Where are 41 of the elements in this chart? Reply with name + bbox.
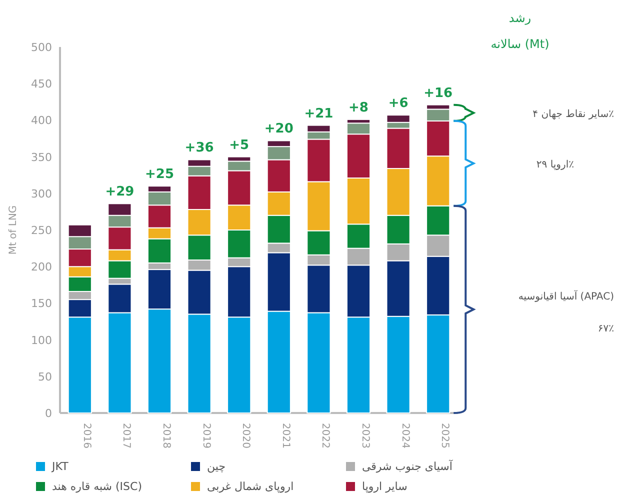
- legend-label: JKT: [51, 460, 69, 473]
- annotation: +8: [348, 100, 368, 116]
- y-tick-label: 400: [31, 114, 52, 128]
- annotation: +16: [424, 86, 453, 101]
- y-tick-label: 50: [38, 370, 52, 384]
- y-tick-label: 450: [31, 78, 52, 91]
- annotation: +5: [229, 138, 250, 153]
- x-tick-label: 2021: [280, 423, 291, 448]
- y-tick-label: 100: [31, 334, 52, 347]
- legend-label: سایر اروپا: [362, 480, 408, 493]
- text: آسیا اقیانوسیه (APAC) ۶۷٪: [518, 291, 614, 334]
- y-tick-label: 300: [31, 187, 52, 200]
- x-tick-label: 2018: [160, 423, 172, 448]
- x-tick-label: 2020: [240, 423, 252, 448]
- annotation: +20: [264, 122, 294, 137]
- legend-label: شبه قاره هند (ISC): [52, 480, 142, 493]
- legend-label: اروپای شمال غربی: [207, 480, 294, 493]
- text: سایر نقاط جهان ۴٪: [532, 108, 614, 120]
- annotation: +36: [184, 140, 214, 156]
- text: اروپا ۲۹٪: [536, 159, 574, 170]
- y-axis-title: Mt of LNG: [8, 205, 19, 255]
- y-tick-label: 200: [31, 260, 52, 274]
- y-tick-label: 150: [31, 297, 52, 310]
- y-tick-label: 350: [31, 150, 52, 164]
- x-tick-label: 2019: [200, 423, 212, 448]
- legend-label: چین: [207, 460, 226, 473]
- text: رشد سالانه (Mt): [490, 11, 550, 51]
- x-tick-label: 2017: [120, 423, 132, 448]
- x-tick-label: 2023: [360, 423, 370, 448]
- x-tick-label: 2016: [80, 423, 92, 448]
- annotation: +25: [145, 167, 174, 182]
- x-tick-label: 2025: [439, 423, 450, 448]
- y-tick-label: 500: [31, 41, 52, 54]
- annotation: +21: [304, 106, 334, 122]
- x-tick-label: 2024: [399, 423, 410, 448]
- x-tick-label: 2022: [320, 423, 331, 448]
- y-tick-label: 250: [31, 224, 52, 237]
- annotation: +29: [105, 184, 134, 200]
- annotation: +6: [388, 96, 408, 112]
- y-tick-label: 0: [45, 407, 52, 420]
- legend-label: آسیای جنوب شرقی: [362, 459, 454, 473]
